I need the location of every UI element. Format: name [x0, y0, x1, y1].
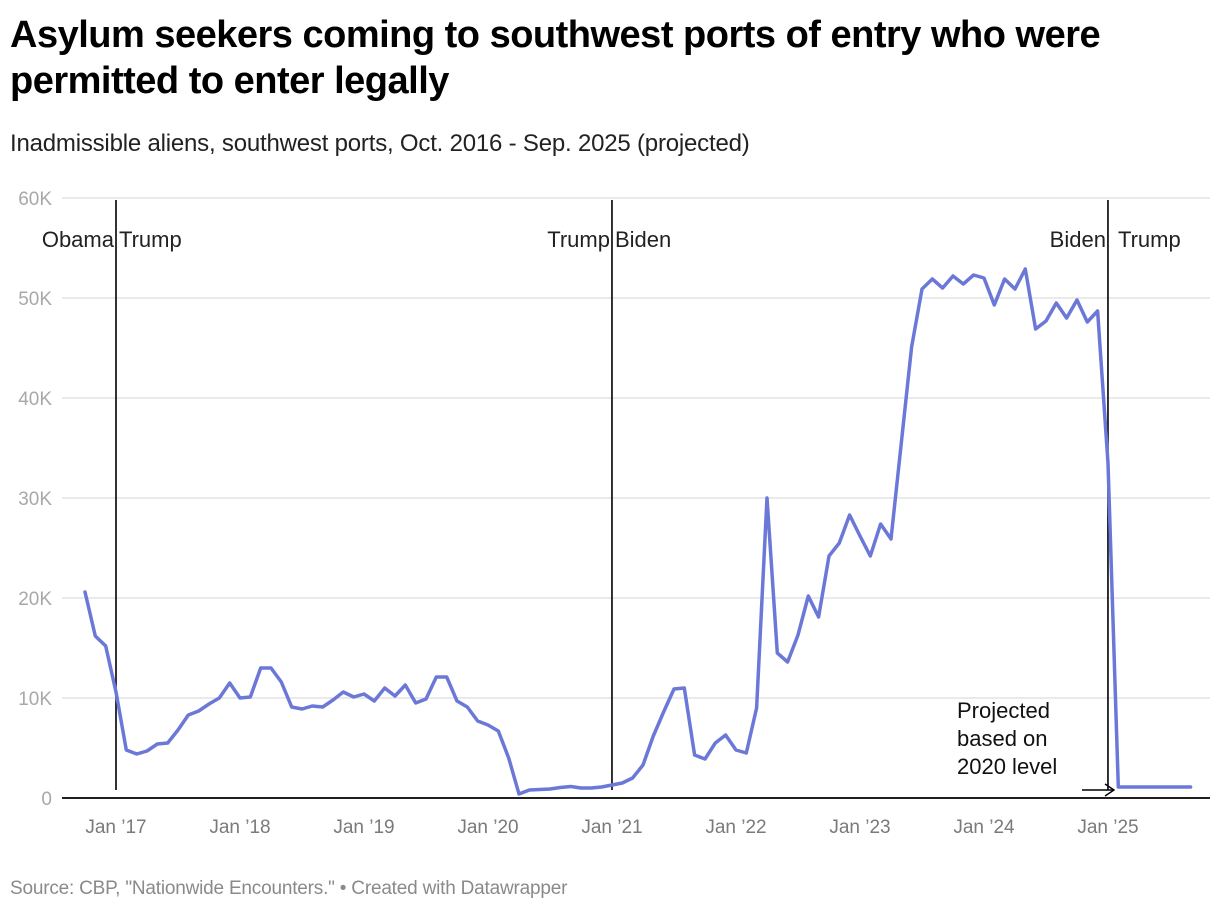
x-tick-label: Jan ’22 — [705, 817, 766, 838]
x-tick-label: Jan ’25 — [1077, 817, 1138, 838]
projection-annotation: Projected based on 2020 level — [957, 698, 1116, 797]
chart-title: Asylum seekers coming to southwest ports… — [10, 14, 1101, 102]
projection-note-line: Projected — [957, 698, 1050, 723]
era-label-left: Obama — [42, 227, 115, 252]
x-tick-label: Jan ’18 — [209, 817, 270, 838]
era-label-left: Biden — [1050, 227, 1106, 252]
x-axis: Jan ’17 Jan ’18 Jan ’19 Jan ’20 Jan ’21 Jan ’… — [85, 817, 1138, 838]
y-axis: 0 10K 20K 30K 40K 50K 60K — [18, 189, 52, 810]
era-label-right: Trump — [119, 227, 182, 252]
era-label-right: Trump — [1118, 227, 1181, 252]
era-label-left: Trump — [547, 227, 610, 252]
x-tick-label: Jan ’20 — [457, 817, 518, 838]
series-line — [83, 267, 1193, 796]
era-markers: Obama Trump Trump Biden Biden Trump — [42, 200, 1181, 790]
chart-subtitle: Inadmissible aliens, southwest ports, Oc… — [10, 130, 750, 157]
x-tick-label: Jan ’17 — [85, 817, 146, 838]
x-tick-label: Jan ’23 — [829, 817, 890, 838]
y-tick-label: 0 — [41, 789, 52, 810]
y-tick-label: 60K — [18, 189, 52, 210]
source-footer: Source: CBP, "Nationwide Encounters." • … — [10, 878, 568, 899]
y-tick-label: 50K — [18, 289, 52, 310]
y-tick-label: 10K — [18, 689, 52, 710]
era-label-right: Biden — [615, 227, 671, 252]
projection-note-line: 2020 level — [957, 754, 1057, 779]
y-tick-label: 30K — [18, 489, 52, 510]
y-tick-label: 40K — [18, 389, 52, 410]
x-tick-label: Jan ’21 — [581, 817, 642, 838]
x-tick-label: Jan ’24 — [953, 817, 1015, 838]
arrowhead-icon — [1104, 783, 1116, 797]
x-tick-label: Jan ’19 — [333, 817, 394, 838]
y-tick-label: 20K — [18, 589, 52, 610]
projection-note-line: based on — [957, 726, 1048, 751]
gridlines — [62, 197, 1210, 699]
